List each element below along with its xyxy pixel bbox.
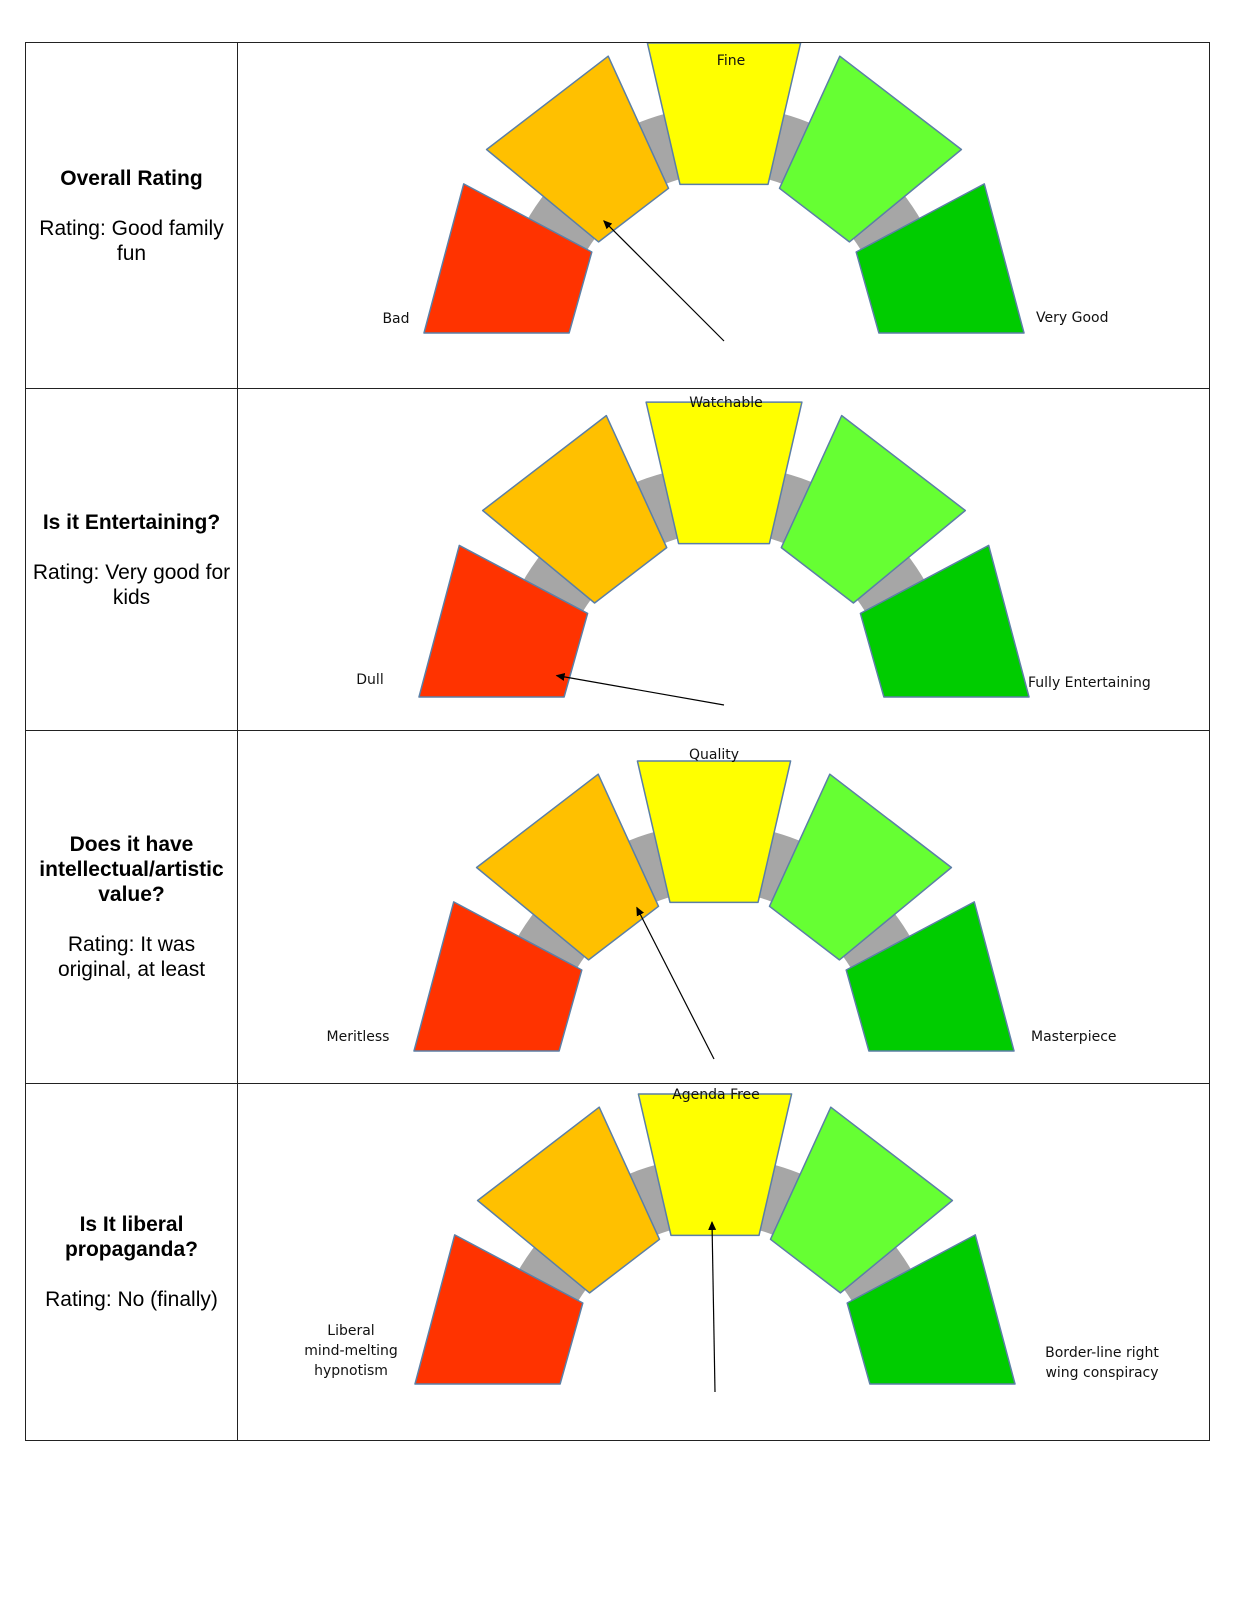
segment-dark-green — [845, 901, 1015, 1052]
rating-text: Rating: It was original, at least — [57, 933, 206, 981]
gauge-right-label: Border-line right wing conspiracy — [1045, 1345, 1159, 1381]
segment-orange — [475, 773, 660, 961]
gauge-right-label-line: Border-line right — [1045, 1345, 1159, 1361]
needle-arrow — [708, 1221, 717, 1393]
segment-orange — [476, 1106, 661, 1294]
gauge-right-label-line: Fully Entertaining — [1028, 675, 1151, 691]
needle-arrow — [636, 906, 715, 1060]
segment-dark-green — [846, 1234, 1016, 1385]
gauge-left-label-line: Liberal — [327, 1323, 374, 1339]
gauge-cell: Watchable Dull Fully Entertaining — [237, 388, 1210, 731]
question-cell: Does it have intellectual/artistic value… — [25, 730, 238, 1084]
gauge-left-label: Bad — [382, 311, 409, 327]
segment-red — [413, 901, 583, 1052]
question-title: Overall Rating — [60, 166, 203, 190]
gauge-cell: Fine Bad Very Good — [237, 42, 1210, 389]
gauge-left-label-line: Meritless — [327, 1029, 390, 1045]
segment-yellow — [646, 43, 802, 186]
segment-red — [414, 1234, 584, 1385]
rating-text: Rating: Good family fun — [39, 216, 224, 265]
gauge-top-label: Watchable — [689, 395, 763, 411]
segment-yellow — [637, 1093, 793, 1237]
question-title: Does it have intellectual/artistic value… — [39, 833, 224, 906]
ratings-table: Overall Rating Rating: Good family fun F… — [25, 42, 1210, 1441]
gauge-right-label: Masterpiece — [1031, 1029, 1117, 1045]
gauge-left-label-line: hypnotism — [314, 1363, 388, 1379]
table-row: Does it have intellectual/artistic value… — [25, 730, 1210, 1084]
segment-orange — [485, 55, 670, 243]
question-cell: Is It liberal propaganda? Rating: No (fi… — [25, 1083, 238, 1441]
segment-red — [418, 544, 589, 698]
segment-light-green — [769, 1106, 954, 1294]
needle-arrow — [555, 672, 725, 706]
table-row: Overall Rating Rating: Good family fun F… — [25, 42, 1210, 389]
gauge-left-label-line: Bad — [382, 311, 409, 327]
segment-dark-green — [859, 544, 1030, 698]
rating-text: Rating: Very good for kids — [32, 560, 231, 609]
needle-arrow — [603, 220, 725, 342]
gauge-right-label-line: Masterpiece — [1031, 1029, 1117, 1045]
gauge-right-label-line: Very Good — [1036, 310, 1108, 326]
gauge-left-label: Dull — [356, 672, 383, 688]
question-cell: Is it Entertaining? Rating: Very good fo… — [25, 388, 238, 731]
segment-light-green — [778, 55, 963, 243]
segment-red — [423, 183, 593, 334]
segment-yellow — [645, 401, 803, 545]
gauge-cell: Agenda Free Liberal mind-melting hypnotism B… — [237, 1083, 1210, 1441]
segment-yellow — [636, 760, 792, 904]
rating-gauge: Agenda Free Liberal mind-melting hypnotism B… — [304, 1087, 1159, 1393]
gauge-right-label-line: wing conspiracy — [1045, 1365, 1158, 1381]
gauge-top-label: Quality — [689, 747, 739, 763]
gauge-cell: Quality Meritless Masterpiece — [237, 730, 1210, 1084]
rating-text: Rating: No (finally) — [45, 1288, 218, 1311]
gauge-left-label: Liberal mind-melting hypnotism — [304, 1323, 398, 1379]
table-row: Is it Entertaining? Rating: Very good fo… — [25, 388, 1210, 731]
gauge-top-label: Agenda Free — [672, 1087, 760, 1103]
table-row: Is It liberal propaganda? Rating: No (fi… — [25, 1083, 1210, 1441]
gauge-top-label: Fine — [717, 53, 745, 69]
question-title: Is It liberal propaganda? — [64, 1213, 198, 1261]
segment-orange — [481, 414, 668, 604]
segment-light-green — [768, 773, 953, 961]
question-cell: Overall Rating Rating: Good family fun — [25, 42, 238, 389]
gauge-left-label: Meritless — [327, 1029, 390, 1045]
rating-gauge: Fine Bad Very Good — [382, 43, 1108, 342]
question-title: Is it Entertaining? — [42, 510, 221, 534]
segment-light-green — [780, 414, 967, 604]
rating-gauge: Watchable Dull Fully Entertaining — [356, 395, 1151, 706]
gauge-right-label: Fully Entertaining — [1028, 675, 1151, 691]
gauge-right-label: Very Good — [1036, 310, 1108, 326]
gauge-left-label-line: mind-melting — [304, 1343, 398, 1359]
rating-gauge: Quality Meritless Masterpiece — [327, 747, 1117, 1060]
segment-dark-green — [855, 183, 1025, 334]
gauge-left-label-line: Dull — [356, 672, 383, 688]
